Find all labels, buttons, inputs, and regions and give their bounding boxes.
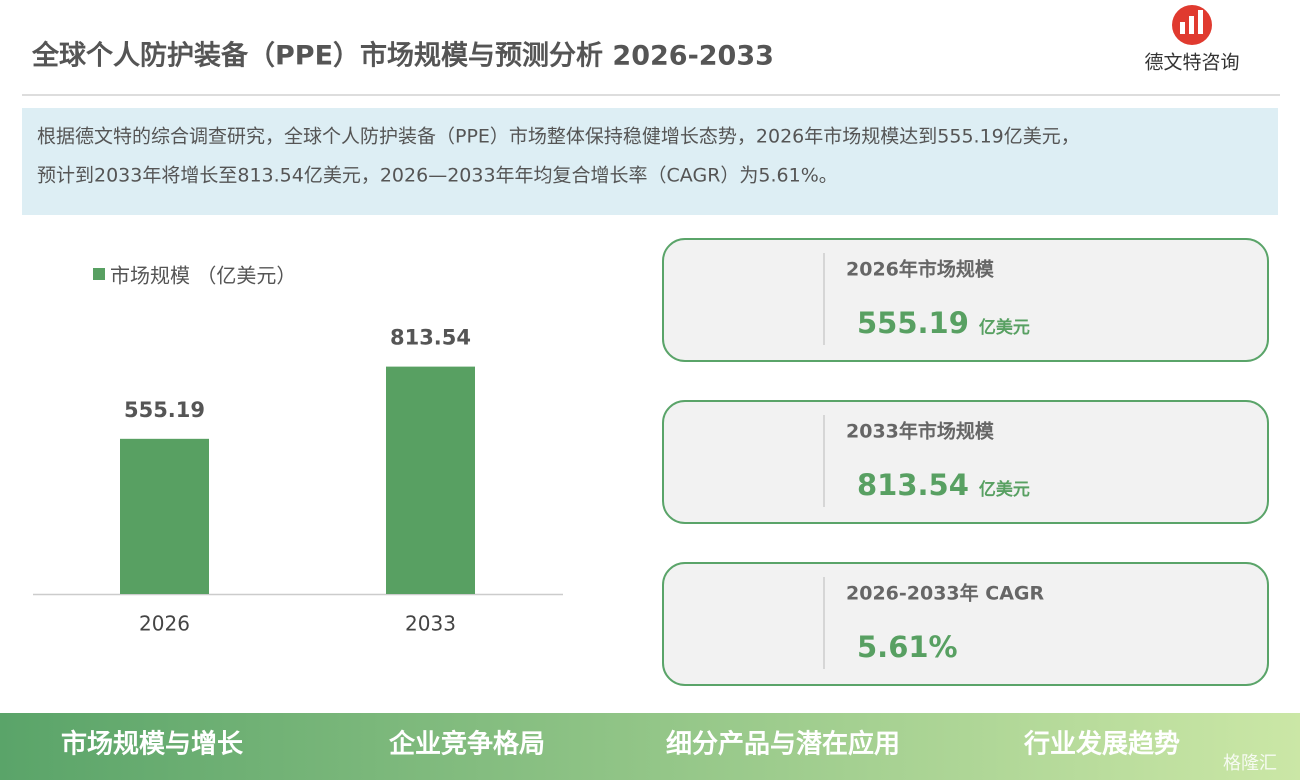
card-unit: 亿美元	[979, 479, 1030, 500]
card-title: 2026-2033年 CAGR	[846, 582, 1045, 605]
bar	[386, 366, 475, 594]
value-label: 555.19	[124, 398, 205, 422]
card-title: 2033年市场规模	[846, 420, 995, 443]
watermark: 格隆汇	[1223, 753, 1277, 774]
card	[662, 400, 1269, 524]
card	[662, 238, 1269, 362]
logo: 德文特咨询	[1144, 5, 1240, 74]
legend-swatch	[93, 268, 105, 280]
value-label: 813.54	[390, 326, 471, 350]
card-value: 813.54	[857, 468, 969, 502]
card-value: 5.61%	[857, 630, 958, 664]
legend-label: 市场规模 （亿美元）	[110, 264, 296, 288]
x-tick-label: 2026	[139, 612, 190, 636]
footer-bar	[0, 713, 1300, 780]
summary-line: 预计到2033年将增长至813.54亿美元，2026—2033年年均复合增长率（…	[37, 165, 838, 187]
logo-text: 德文特咨询	[1144, 52, 1239, 74]
summary-line: 根据德文特的综合调查研究，全球个人防护装备（PPE）市场整体保持稳健增长态势，2…	[37, 126, 1080, 148]
footer-tab[interactable]: 细分产品与潜在应用	[666, 729, 900, 760]
summary-box	[22, 108, 1278, 215]
bar	[120, 438, 209, 594]
footer-tab[interactable]: 市场规模与增长	[61, 729, 244, 760]
card-value: 555.19	[857, 306, 969, 340]
card-unit: 亿美元	[979, 317, 1030, 338]
card	[662, 562, 1269, 686]
title: 全球个人防护装备（PPE）市场规模与预测分析 2026-2033	[31, 40, 774, 72]
footer-tab[interactable]: 企业竞争格局	[389, 729, 545, 760]
footer-tab[interactable]: 行业发展趋势	[1023, 729, 1180, 760]
card-title: 2026年市场规模	[846, 258, 995, 281]
x-tick-label: 2033	[405, 612, 456, 636]
